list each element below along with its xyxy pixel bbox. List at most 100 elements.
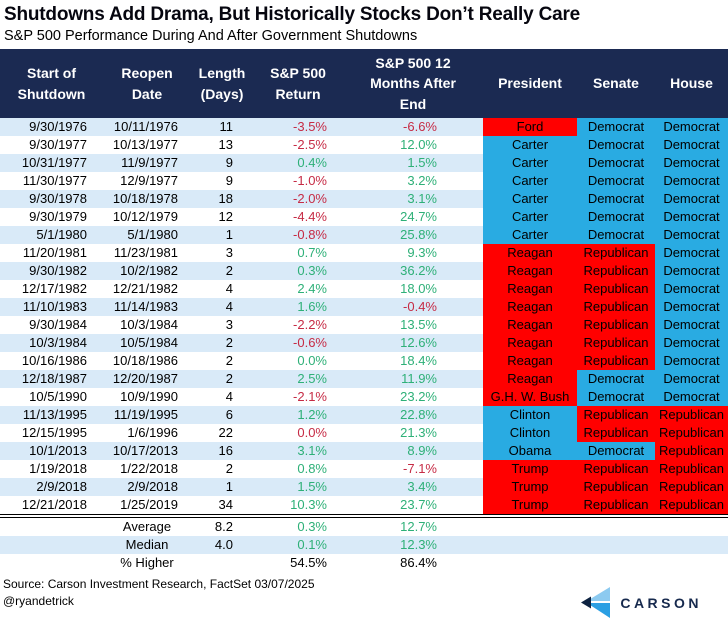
cell-house: Republican <box>655 406 728 424</box>
cell-reopen-date: 11/23/1981 <box>113 245 178 260</box>
shutdowns-table: Start of Shutdown Reopen Date Length (Days… <box>0 49 728 572</box>
cell-house: Democrat <box>655 154 728 172</box>
table-row: 12/21/2018 1/25/2019 34 10.3% 23.7% Trump Repu… <box>0 496 728 515</box>
cell-reopen-date: 5/1/1980 <box>103 226 191 244</box>
cell-sp500-12m-after: 22.8% <box>343 406 483 424</box>
carson-logo: CARSON <box>580 586 702 619</box>
table-row: 10/16/1986 10/18/1986 2 0.0% 18.4% Reagan Repu… <box>0 352 728 370</box>
cell-sp500-return: 0.3% <box>253 262 343 280</box>
summary-after: 86.4% <box>400 555 437 570</box>
cell-reopen-date: 10/18/1978 <box>103 190 191 208</box>
table-row: 11/10/1983 11/14/1983 4 1.6% -0.4% Reagan Repu… <box>0 298 728 316</box>
cell-sp500-12m-after: 24.7% <box>400 209 437 224</box>
cell-length-days: 2 <box>191 262 253 280</box>
cell-reopen-date: 10/17/2013 <box>103 442 191 460</box>
cell-length-days: 12 <box>218 209 233 224</box>
cell-sp500-12m-after: 21.3% <box>400 425 437 440</box>
cell-president: Trump <box>483 496 577 515</box>
cell-house: Democrat <box>655 172 728 190</box>
cell-president: Ford <box>483 118 577 136</box>
cell-senate: Democrat <box>577 136 655 154</box>
cell-reopen-date: 10/2/1982 <box>103 262 191 280</box>
cell-senate: Democrat <box>577 154 655 172</box>
cell-start-date: 11/20/1981 <box>22 245 87 260</box>
cell-empty <box>0 518 103 537</box>
carson-logo-icon <box>581 587 611 618</box>
cell-empty <box>655 536 728 554</box>
cell-senate: Democrat <box>577 190 655 208</box>
cell-reopen-date: 10/12/1979 <box>112 209 178 224</box>
cell-sp500-12m-after: -6.6% <box>343 118 483 136</box>
cell-sp500-12m-after: 23.7% <box>400 497 437 512</box>
column-header-5: President <box>483 49 577 118</box>
cell-house: Democrat <box>655 334 728 352</box>
cell-reopen-date: 11/14/1983 <box>103 298 191 316</box>
cell-start-date: 12/18/1987 <box>0 370 103 388</box>
cell-start-date: 10/1/2013 <box>0 442 103 460</box>
cell-president: Trump <box>483 460 577 478</box>
cell-reopen-date: 10/5/1984 <box>103 334 191 352</box>
cell-president: Reagan <box>483 244 577 262</box>
cell-house: Democrat <box>655 280 728 298</box>
cell-start-date: 12/21/2018 <box>21 497 87 512</box>
cell-start-date: 9/30/1977 <box>29 137 87 152</box>
table-row: 1/19/2018 1/22/2018 2 0.8% -7.1% Trump Republi… <box>0 460 728 478</box>
summary-body: Average 8.2 0.3% 12.7% Median 4.0 0.1% 12.3%% H… <box>0 518 728 573</box>
cell-sp500-12m-after: 3.2% <box>407 173 437 188</box>
cell-house: Republican <box>655 496 728 515</box>
cell-house: Republican <box>655 424 728 442</box>
cell-reopen-date: 10/18/1986 <box>112 353 178 368</box>
table-row: 9/30/1979 10/12/1979 12 -4.4% 24.7% Carter Dem… <box>0 208 728 226</box>
cell-house: Democrat <box>655 208 728 226</box>
cell-president: Carter <box>483 208 577 226</box>
cell-senate: Republican <box>577 262 655 280</box>
cell-president: Reagan <box>483 370 577 388</box>
cell-senate: Republican <box>577 316 655 334</box>
summary-label: Median <box>103 536 191 554</box>
cell-reopen-date: 1/6/1996 <box>127 425 178 440</box>
column-header-3: S&P 500 Return <box>253 49 343 118</box>
cell-length-days: 1 <box>191 478 253 496</box>
table-row: 11/20/1981 11/23/1981 3 0.7% 9.3% Reagan Repub… <box>0 244 728 262</box>
cell-reopen-date: 1/22/2018 <box>120 461 178 476</box>
cell-senate: Democrat <box>577 226 655 244</box>
cell-start-date: 12/15/1995 <box>21 425 87 440</box>
column-header-4: S&P 500 12 Months After End <box>343 49 483 118</box>
cell-president: Carter <box>483 226 577 244</box>
cell-house: Democrat <box>655 262 728 280</box>
summary-after: 12.7% <box>400 519 437 534</box>
table-body: 9/30/1976 10/11/1976 11 -3.5% -6.6% Ford Democ… <box>0 118 728 515</box>
table-row: 5/1/1980 5/1/1980 1 -0.8% 25.8% Carter Democra… <box>0 226 728 244</box>
cell-reopen-date: 2/9/2018 <box>103 478 191 496</box>
cell-senate: Democrat <box>577 208 655 226</box>
cell-senate: Democrat <box>577 442 655 460</box>
cell-length-days: 1 <box>191 226 253 244</box>
cell-president: Trump <box>483 478 577 496</box>
cell-president: Clinton <box>483 424 577 442</box>
cell-sp500-return: -2.2% <box>293 317 327 332</box>
cell-sp500-return: 1.5% <box>253 478 343 496</box>
summary-days: 8.2 <box>214 519 233 534</box>
summary-return: 54.5% <box>290 555 327 570</box>
cell-start-date: 11/10/1983 <box>0 298 103 316</box>
cell-senate: Republican <box>577 460 655 478</box>
cell-sp500-12m-after: 36.2% <box>343 262 483 280</box>
cell-senate: Republican <box>577 244 655 262</box>
cell-president: Carter <box>483 190 577 208</box>
cell-sp500-12m-after: 9.3% <box>407 245 437 260</box>
cell-start-date: 9/30/1982 <box>0 262 103 280</box>
summary-divider <box>0 514 728 518</box>
cell-sp500-12m-after: 3.4% <box>343 478 483 496</box>
summary-label: % Higher <box>120 555 174 570</box>
cell-length-days: 2 <box>191 370 253 388</box>
cell-senate: Democrat <box>577 172 655 190</box>
cell-length-days: 4 <box>225 389 233 404</box>
cell-sp500-return: -3.5% <box>253 118 343 136</box>
cell-reopen-date: 10/9/1990 <box>120 389 178 404</box>
cell-sp500-12m-after: 8.9% <box>343 442 483 460</box>
cell-empty <box>655 518 728 537</box>
cell-start-date: 10/31/1977 <box>0 154 103 172</box>
cell-empty <box>577 554 655 572</box>
cell-president: Reagan <box>483 262 577 280</box>
cell-start-date: 5/1/1980 <box>0 226 103 244</box>
